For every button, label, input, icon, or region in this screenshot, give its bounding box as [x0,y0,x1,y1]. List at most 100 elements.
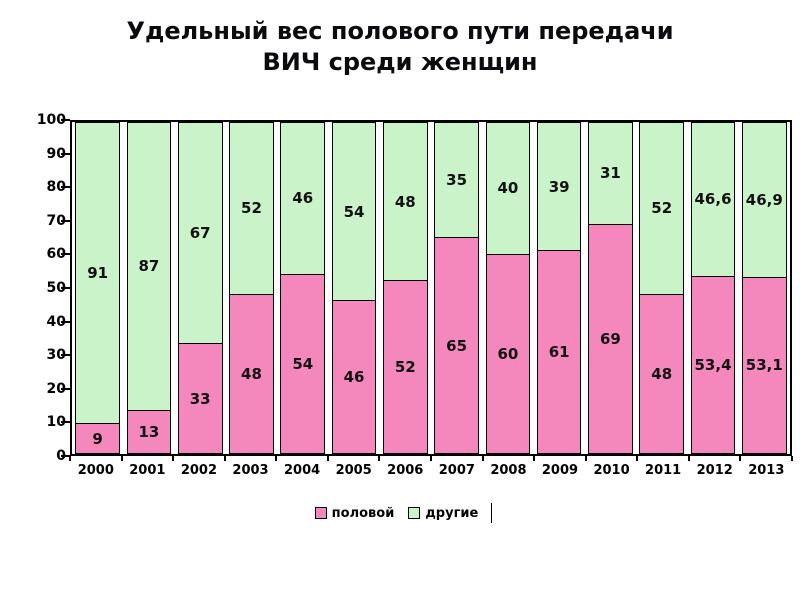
y-axis-label: 50 [46,280,66,296]
stacked-bar-2009: 39 61 [536,122,582,454]
segment-polovoy: 48 [639,294,685,454]
stacked-bar-2006: 48 52 [383,122,428,454]
bar-slot: 48 52 [380,122,431,454]
stacked-bar-2008: 40 60 [485,122,531,454]
legend-label: половой [331,505,395,521]
segment-polovoy: 53,4 [690,276,736,454]
x-axis-label: 2006 [387,463,424,478]
data-label: 39 [548,177,570,196]
segment-drugie: 31 [588,122,633,225]
segment-polovoy: 9 [75,424,120,454]
chart-title-line1: Удельный вес полового пути передачи [126,17,674,45]
bar-slot: 46,9 53,1 [739,122,790,454]
x-axis-label: 2003 [232,463,269,478]
y-axis-label: 100 [36,112,66,128]
y-axis-label: 80 [46,179,66,196]
x-tick-mark [791,456,793,461]
segment-drugie: 46 [280,122,326,275]
bar-slot: 39 61 [534,122,585,454]
segment-polovoy: 61 [536,251,582,454]
segment-polovoy: 33 [177,344,223,454]
x-axis-label: 2002 [180,463,218,478]
segment-polovoy: 48 [229,294,274,454]
x-axis-label: 2000 [77,463,114,478]
segment-polovoy: 60 [485,254,531,454]
bar-slot: 46,6 53,4 [687,122,738,454]
x-tick-mark [120,456,123,461]
segment-drugie: 46,9 [741,122,787,278]
legend-swatch [408,507,421,519]
legend: половой другие [0,503,800,523]
data-label: 52 [241,199,262,218]
segment-drugie: 40 [485,122,531,255]
data-label: 46,6 [694,190,732,209]
data-label: 35 [446,171,468,190]
data-label: 46,9 [745,190,783,209]
segment-drugie: 87 [126,122,172,411]
bar-slot: 87 13 [123,122,174,454]
stacked-bar-2012: 46,6 53,4 [690,122,736,454]
segment-drugie: 39 [536,122,582,252]
x-axis-label: 2008 [490,463,527,478]
data-label: 65 [446,336,468,355]
segment-polovoy: 53,1 [741,277,787,454]
segment-drugie: 35 [434,122,479,239]
data-label: 52 [394,358,416,377]
bar-slot: 54 46 [328,122,379,454]
x-tick-mark [481,456,484,461]
y-axis-label: 40 [46,313,66,330]
segment-drugie: 91 [75,122,120,425]
data-label: 67 [189,224,211,243]
x-tick-mark [584,456,587,461]
stacked-bar-2005: 54 46 [331,122,377,454]
stacked-bar-2004: 46 54 [280,122,326,454]
data-label: 31 [600,164,621,183]
data-label: 60 [497,344,519,363]
y-axis-label: 90 [46,145,66,162]
stacked-bar-2001: 87 13 [126,122,172,454]
data-label: 48 [651,364,673,383]
segment-drugie: 52 [229,122,274,295]
data-label: 91 [87,264,109,283]
x-tick-mark [172,456,175,461]
segment-drugie: 48 [383,122,428,282]
y-axis-label: 30 [46,347,66,364]
segment-polovoy: 52 [383,281,428,454]
x-tick-mark [636,456,639,461]
data-label: 13 [138,422,160,441]
data-label: 33 [189,389,211,408]
stacked-bar-2003: 52 48 [229,122,274,454]
x-tick-mark [533,456,536,461]
legend-divider [491,503,493,523]
data-label: 53,1 [745,356,783,375]
data-label: 53,4 [694,355,732,374]
data-label: 40 [497,179,519,198]
x-tick-mark [739,456,742,461]
bar-slot: 35 65 [431,122,482,454]
bar-slot: 52 48 [636,122,687,454]
data-label: 48 [394,192,416,211]
segment-polovoy: 65 [434,238,479,454]
stacked-bar-2000: 91 9 [75,122,120,454]
segment-polovoy: 69 [588,224,633,454]
legend-item-polovoy: половой [314,505,395,521]
stacked-bar-2010: 31 69 [588,122,633,454]
bar-slot: 40 60 [482,122,533,454]
x-axis-label: 2007 [438,463,475,478]
x-axis-label: 2009 [541,463,579,478]
segment-drugie: 67 [177,122,223,345]
legend-item-drugie: другие [408,506,478,521]
segment-drugie: 54 [331,122,377,302]
x-axis-label: 2004 [284,463,321,478]
y-axis: 0 10 20 30 40 50 60 70 80 90 100 [22,112,66,464]
data-label: 61 [548,343,570,362]
segment-drugie: 52 [639,122,685,295]
x-tick-mark [69,456,71,461]
x-axis-label: 2011 [645,463,682,478]
y-axis-label: 20 [46,380,66,397]
bar-slot: 52 48 [226,122,277,454]
y-axis-label: 0 [56,448,66,464]
bar-slot: 46 54 [277,122,328,454]
bar-slot: 31 69 [585,122,636,454]
stacked-bar-2011: 52 48 [639,122,685,454]
